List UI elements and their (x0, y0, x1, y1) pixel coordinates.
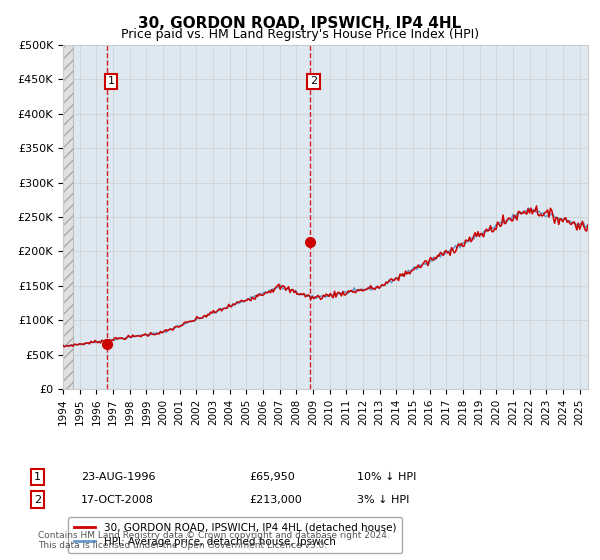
Text: 1: 1 (34, 472, 41, 482)
Text: Price paid vs. HM Land Registry's House Price Index (HPI): Price paid vs. HM Land Registry's House … (121, 28, 479, 41)
Text: 30, GORDON ROAD, IPSWICH, IP4 4HL: 30, GORDON ROAD, IPSWICH, IP4 4HL (139, 16, 461, 31)
Text: 2: 2 (310, 76, 317, 86)
Text: 17-OCT-2008: 17-OCT-2008 (81, 494, 154, 505)
Text: 3% ↓ HPI: 3% ↓ HPI (357, 494, 409, 505)
Text: Contains HM Land Registry data © Crown copyright and database right 2024.
This d: Contains HM Land Registry data © Crown c… (38, 531, 389, 550)
Bar (63, 45, 73, 389)
Text: 23-AUG-1996: 23-AUG-1996 (81, 472, 155, 482)
Text: £65,950: £65,950 (249, 472, 295, 482)
Text: 10% ↓ HPI: 10% ↓ HPI (357, 472, 416, 482)
Text: £213,000: £213,000 (249, 494, 302, 505)
Text: 2: 2 (34, 494, 41, 505)
Text: 1: 1 (107, 76, 115, 86)
Legend: 30, GORDON ROAD, IPSWICH, IP4 4HL (detached house), HPI: Average price, detached: 30, GORDON ROAD, IPSWICH, IP4 4HL (detac… (68, 517, 403, 553)
